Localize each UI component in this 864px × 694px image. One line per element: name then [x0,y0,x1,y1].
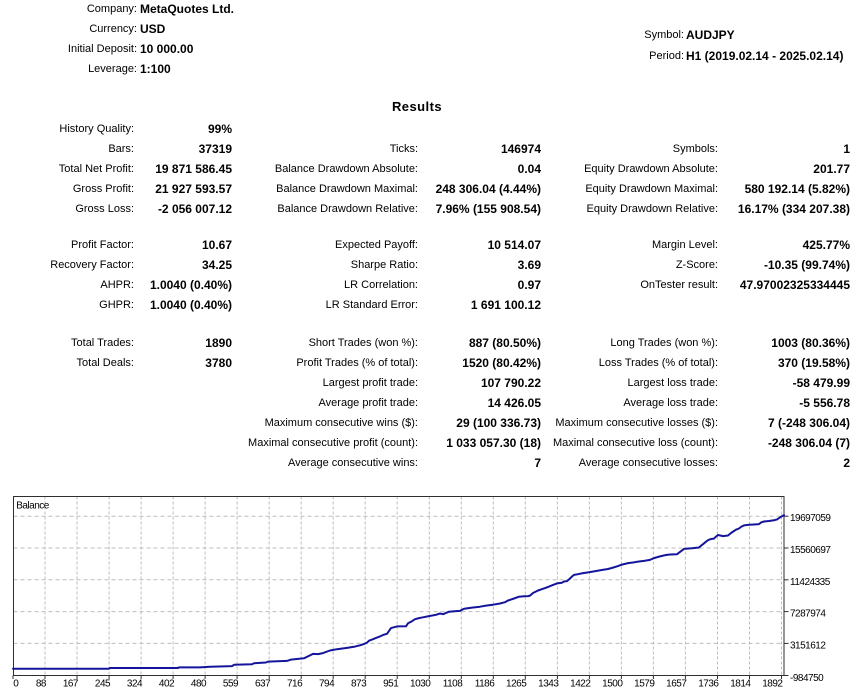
svg-text:1186: 1186 [475,679,495,690]
svg-text:1343: 1343 [538,679,559,690]
svg-text:Balance: Balance [16,501,50,512]
svg-text:15560697: 15560697 [790,545,831,556]
svg-text:88: 88 [36,679,47,690]
svg-text:1657: 1657 [666,679,687,690]
svg-text:402: 402 [159,679,175,690]
svg-text:1579: 1579 [634,679,655,690]
svg-text:951: 951 [383,679,399,690]
svg-text:245: 245 [95,679,111,690]
svg-text:559: 559 [223,679,239,690]
svg-text:19697059: 19697059 [790,513,831,524]
svg-text:3151612: 3151612 [790,640,826,651]
svg-text:7287974: 7287974 [790,609,826,620]
svg-text:794: 794 [319,679,335,690]
svg-text:1422: 1422 [570,679,591,690]
svg-text:637: 637 [255,679,271,690]
svg-text:1108: 1108 [443,679,463,690]
svg-text:-984750: -984750 [790,673,824,684]
svg-text:324: 324 [127,679,143,690]
svg-text:0: 0 [13,679,19,690]
svg-text:1030: 1030 [410,679,431,690]
svg-text:1736: 1736 [698,679,719,690]
svg-text:480: 480 [191,679,207,690]
svg-text:1265: 1265 [506,679,527,690]
svg-text:1814: 1814 [730,679,751,690]
svg-text:873: 873 [351,679,367,690]
svg-text:1892: 1892 [762,679,783,690]
svg-text:167: 167 [63,679,79,690]
svg-text:1500: 1500 [602,679,623,690]
svg-text:716: 716 [287,679,303,690]
svg-text:11424335: 11424335 [790,577,831,588]
